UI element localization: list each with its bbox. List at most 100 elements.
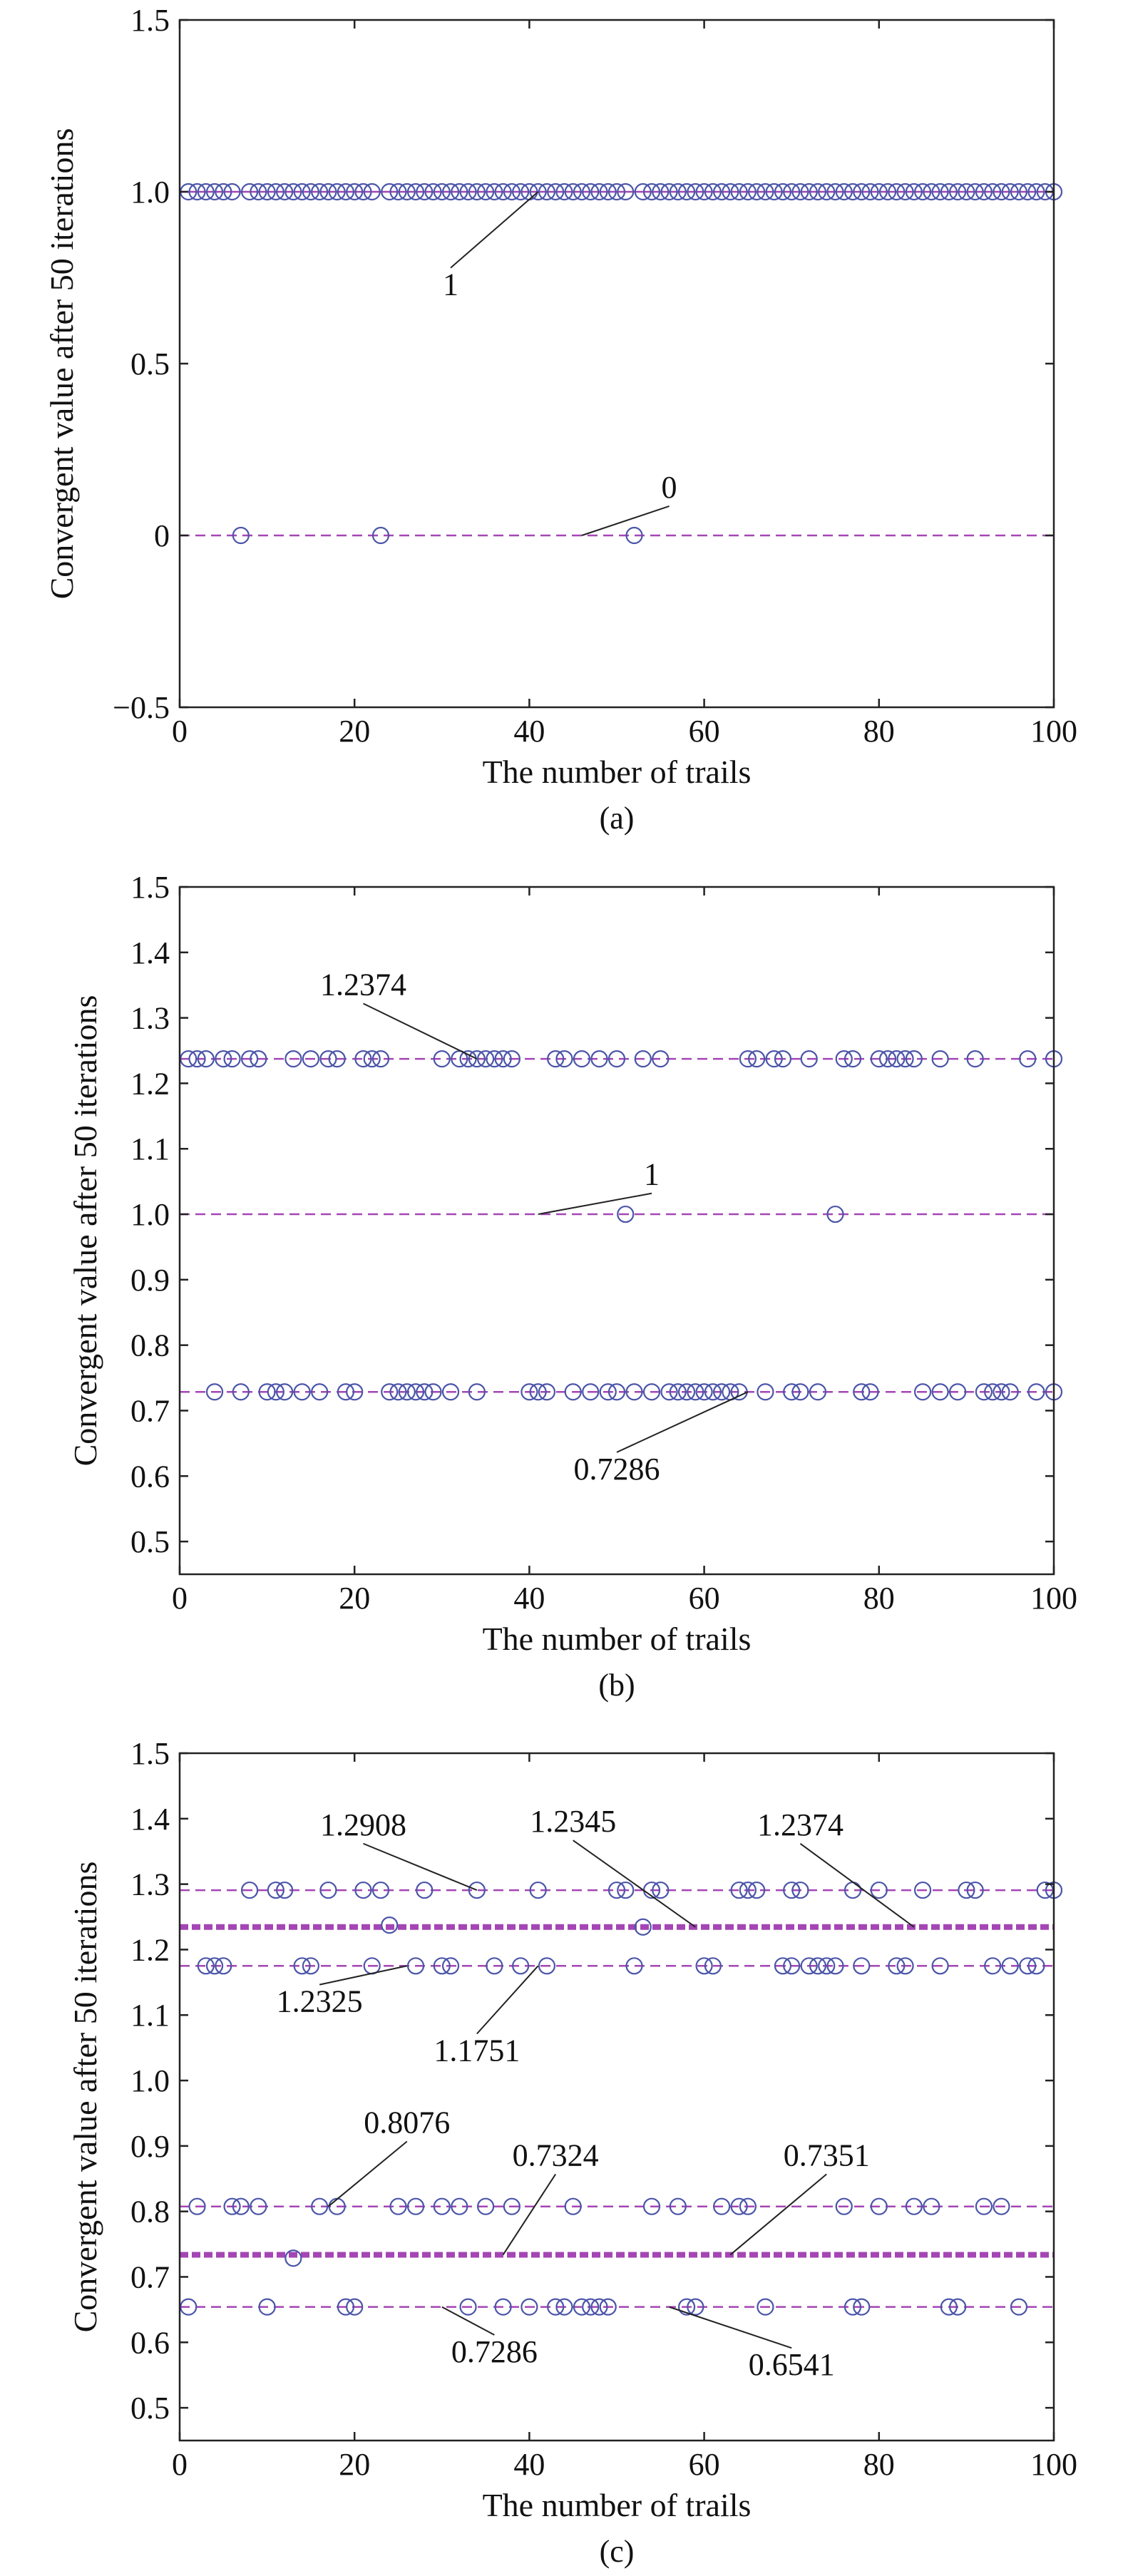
- x-tick-label: 100: [1030, 1581, 1077, 1616]
- data-point: [695, 1957, 713, 1975]
- data-point: [1001, 1957, 1019, 1975]
- data-point: [240, 1881, 259, 1899]
- data-point: [328, 183, 346, 201]
- data-point: [441, 183, 460, 201]
- data-point: [870, 2197, 888, 2215]
- data-point: [993, 2197, 1010, 2215]
- data-point: [617, 1205, 635, 1223]
- data-point: [302, 183, 319, 201]
- data-point: [730, 1881, 748, 1899]
- data-point: [590, 2298, 608, 2316]
- y-tick-label: 1.1: [130, 1132, 170, 1166]
- data-point: [774, 1957, 792, 1975]
- y-axis-label: Convergent value after 50 iterations: [43, 128, 80, 600]
- data-point: [529, 183, 547, 201]
- data-point: [406, 1957, 425, 1975]
- data-point: [704, 1957, 722, 1975]
- data-point: [258, 183, 276, 201]
- data-point: [599, 2298, 617, 2316]
- data-point: [1010, 2298, 1028, 2316]
- chart-panel-3: 1.2908 1.2345 1.2374 1.2325 1.1751 0.8076 0.73…: [67, 1736, 1077, 2569]
- y-tick-label: 1.0: [130, 175, 170, 210]
- data-point: [617, 183, 635, 201]
- data-point: [905, 1050, 923, 1068]
- data-point: [958, 1881, 975, 1899]
- data-point: [538, 183, 556, 201]
- data-point: [617, 1881, 635, 1899]
- y-tick-label: 0.8: [130, 1328, 170, 1363]
- x-tick-label: 0: [172, 2447, 188, 2482]
- data-point: [642, 1383, 661, 1401]
- x-tick-label: 80: [863, 2447, 895, 2482]
- data-point: [1036, 1881, 1054, 1899]
- data-point: [870, 1881, 888, 1899]
- data-point: [590, 183, 608, 201]
- data-point: [739, 1881, 757, 1899]
- data-point: [1019, 1957, 1037, 1975]
- data-point: [722, 183, 739, 201]
- data-point: [713, 183, 731, 201]
- data-point: [835, 183, 853, 201]
- data-point: [739, 183, 757, 201]
- data-point: [180, 1050, 198, 1068]
- x-tick-label: 60: [689, 1581, 720, 1616]
- data-point: [931, 1050, 949, 1068]
- data-point: [389, 1383, 407, 1401]
- data-point: [232, 526, 250, 545]
- data-point: [940, 183, 958, 201]
- data-point: [232, 2197, 250, 2215]
- data-point: [215, 1957, 232, 1975]
- data-point: [319, 183, 337, 201]
- data-point: [311, 2197, 329, 2215]
- annotation-leader: [476, 1965, 539, 2035]
- y-tick-label: 1.3: [130, 1867, 170, 1902]
- data-point: [476, 1050, 495, 1068]
- data-point: [451, 183, 468, 201]
- data-point: [625, 1957, 643, 1975]
- data-point: [713, 2197, 731, 2215]
- data-point: [975, 2197, 993, 2215]
- data-point: [337, 1383, 355, 1401]
- data-point: [363, 183, 381, 201]
- data-point: [853, 183, 871, 201]
- y-tick-label: 1.0: [130, 1197, 170, 1232]
- data-point: [687, 1383, 704, 1401]
- data-point: [1019, 1050, 1037, 1068]
- data-point: [739, 1050, 757, 1068]
- data-point: [433, 1957, 451, 1975]
- data-point: [538, 1383, 556, 1401]
- data-point: [774, 183, 792, 201]
- data-point: [459, 183, 477, 201]
- annotation-label: 0.7286: [574, 1452, 660, 1487]
- data-point: [398, 183, 416, 201]
- data-point: [642, 2197, 661, 2215]
- annotation-leader: [729, 2173, 827, 2256]
- data-point: [652, 1881, 670, 1899]
- data-point: [197, 183, 215, 201]
- data-point: [486, 1957, 503, 1975]
- x-tick-label: 100: [1030, 714, 1077, 749]
- data-point: [311, 1383, 329, 1401]
- data-point: [1001, 1383, 1019, 1401]
- data-point: [835, 2197, 853, 2215]
- data-point: [923, 183, 940, 201]
- data-point: [276, 1383, 294, 1401]
- data-point: [503, 1050, 521, 1068]
- data-point: [547, 1050, 565, 1068]
- data-point: [843, 1050, 862, 1068]
- data-point: [363, 1050, 381, 1068]
- data-point: [949, 183, 967, 201]
- data-point: [634, 183, 652, 201]
- data-point: [416, 183, 434, 201]
- data-point: [337, 2298, 355, 2316]
- annotation-leader: [450, 191, 539, 269]
- data-point: [424, 1383, 442, 1401]
- data-point: [818, 183, 836, 201]
- x-tick-label: 80: [863, 714, 895, 749]
- data-point: [931, 1383, 949, 1401]
- x-tick-label: 0: [172, 1581, 188, 1616]
- y-tick-label: −0.5: [113, 690, 170, 725]
- data-point: [555, 183, 573, 201]
- y-tick-label: 0.5: [130, 347, 170, 381]
